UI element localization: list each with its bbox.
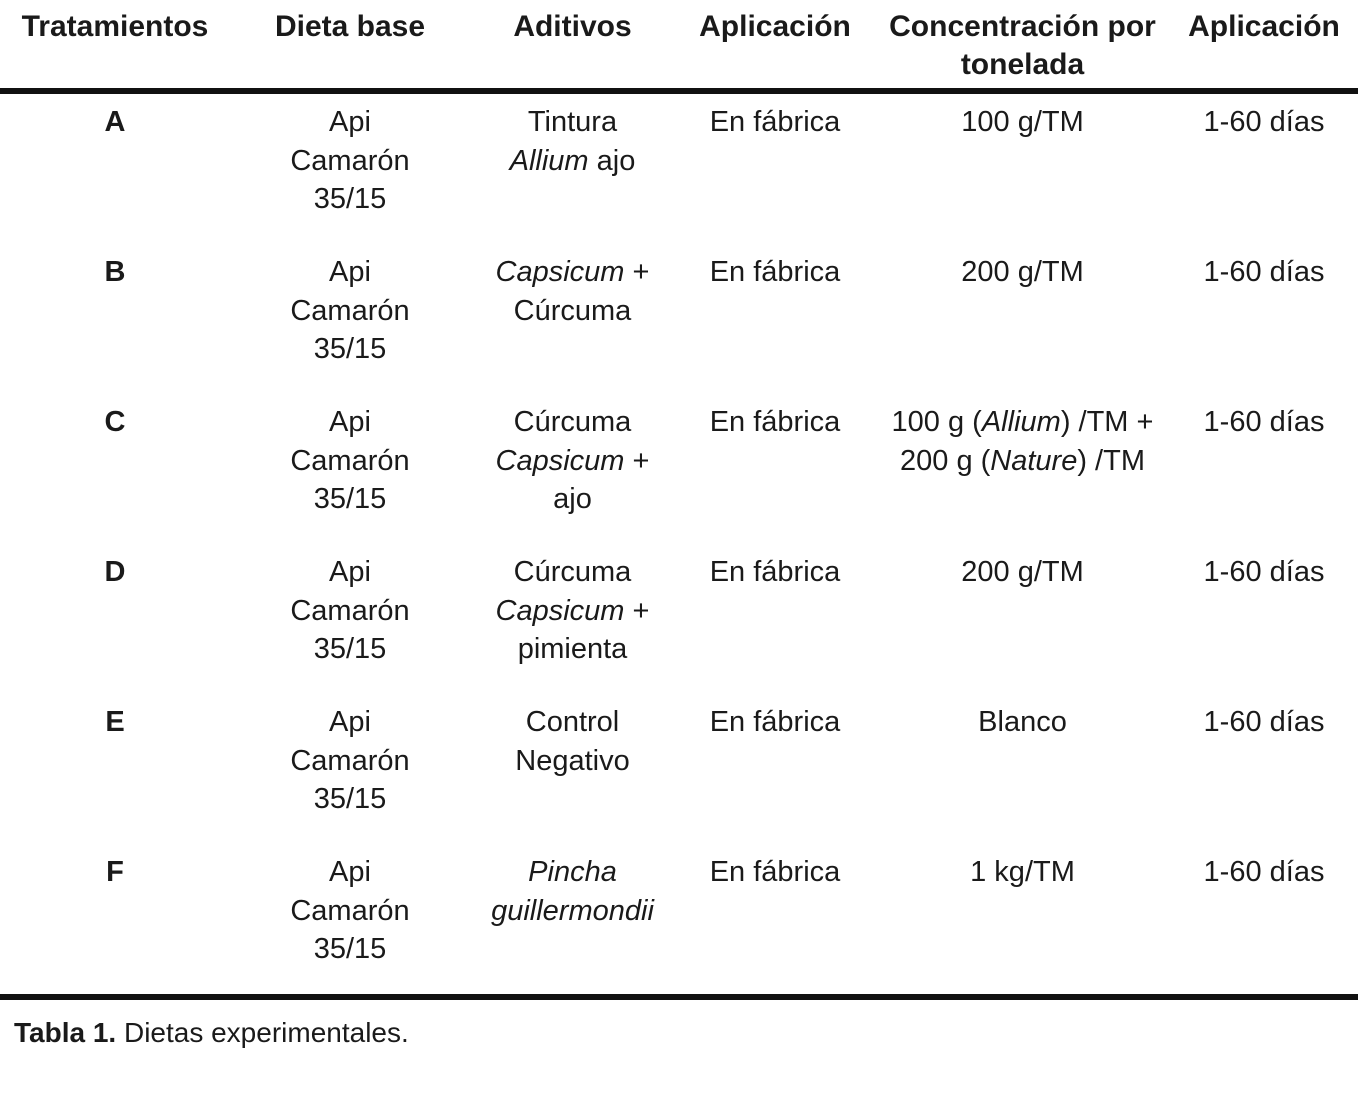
- cell-aplicacion: En fábrica: [709, 706, 841, 738]
- cell-aditivos: Capsicum + Cúrcuma: [495, 256, 650, 327]
- column-header-dieta-base: Dieta base: [230, 0, 470, 94]
- table-row-F: F Api Camarón 35/15 Pincha guillermondii En fá…: [0, 844, 1358, 997]
- cell-aditivos: Pincha guillermondii: [491, 856, 654, 927]
- cell-aditivos: Control Negativo: [515, 706, 630, 777]
- cell-concentracion: 1 kg/TM: [970, 856, 1075, 888]
- cell-tratamiento: B: [104, 256, 126, 288]
- cell-aditivos: Tintura Allium ajo: [509, 106, 636, 177]
- cell-tratamiento: C: [104, 406, 126, 438]
- cell-dieta-base: Api Camarón 35/15: [290, 106, 410, 216]
- column-header-aplicacion-dias: Aplicación: [1170, 0, 1358, 94]
- cell-aplicacion-dias: 1-60 días: [1203, 556, 1325, 588]
- cell-dieta-base: Api Camarón 35/15: [290, 256, 410, 366]
- cell-tratamiento: D: [104, 556, 126, 588]
- table-row-B: B Api Camarón 35/15 Capsicum + Cúrcuma En fábr…: [0, 244, 1358, 394]
- experimental-diets-table: Tratamientos Dieta base Aditivos Aplicación…: [0, 0, 1358, 1000]
- table-caption-label: Tabla 1.: [14, 1017, 117, 1048]
- table-row-E: E Api Camarón 35/15 Control Negativo En fábric…: [0, 694, 1358, 844]
- cell-concentracion: 200 g/TM: [961, 556, 1084, 588]
- column-header-concentracion-por-tonelada: Concentración por tonelada: [875, 0, 1170, 94]
- cell-aplicacion-dias: 1-60 días: [1203, 706, 1325, 738]
- cell-aplicacion-dias: 1-60 días: [1203, 106, 1325, 138]
- cell-aplicacion-dias: 1-60 días: [1203, 406, 1325, 438]
- cell-dieta-base: Api Camarón 35/15: [290, 856, 410, 966]
- table-row-C: C Api Camarón 35/15 Cúrcuma Capsicum + ajo En f…: [0, 394, 1358, 544]
- table-header-row: Tratamientos Dieta base Aditivos Aplicación…: [0, 0, 1358, 94]
- cell-concentracion: 100 g (Allium) /TM +200 g (Nature) /TM: [891, 406, 1154, 477]
- table-caption: Tabla 1. Dietas experimentales.: [14, 1016, 1358, 1050]
- cell-concentracion: Blanco: [978, 706, 1067, 738]
- cell-aplicacion: En fábrica: [709, 556, 841, 588]
- table-row-A: A Api Camarón 35/15 Tintura Allium ajo En fábr…: [0, 91, 1358, 244]
- cell-tratamiento: A: [104, 106, 126, 138]
- cell-dieta-base: Api Camarón 35/15: [290, 706, 410, 816]
- cell-aplicacion-dias: 1-60 días: [1203, 856, 1325, 888]
- cell-aplicacion: En fábrica: [709, 256, 841, 288]
- cell-aplicacion: En fábrica: [709, 106, 841, 138]
- table-caption-text: Dietas experimentales.: [116, 1017, 409, 1048]
- cell-aplicacion: En fábrica: [709, 856, 841, 888]
- cell-aditivos: Cúrcuma Capsicum + ajo: [495, 406, 650, 516]
- cell-dieta-base: Api Camarón 35/15: [290, 406, 410, 516]
- column-header-aditivos: Aditivos: [470, 0, 675, 94]
- cell-dieta-base: Api Camarón 35/15: [290, 556, 410, 666]
- cell-tratamiento: E: [105, 706, 125, 738]
- cell-aplicacion-dias: 1-60 días: [1203, 256, 1325, 288]
- cell-concentracion: 100 g/TM: [961, 106, 1084, 138]
- cell-concentracion: 200 g/TM: [961, 256, 1084, 288]
- column-header-tratamientos: Tratamientos: [0, 0, 230, 94]
- cell-tratamiento: F: [106, 856, 124, 888]
- cell-aplicacion: En fábrica: [709, 406, 841, 438]
- cell-aditivos: Cúrcuma Capsicum + pimienta: [495, 556, 650, 666]
- table-row-D: D Api Camarón 35/15 Cúrcuma Capsicum + pimient…: [0, 544, 1358, 694]
- column-header-aplicacion: Aplicación: [675, 0, 875, 94]
